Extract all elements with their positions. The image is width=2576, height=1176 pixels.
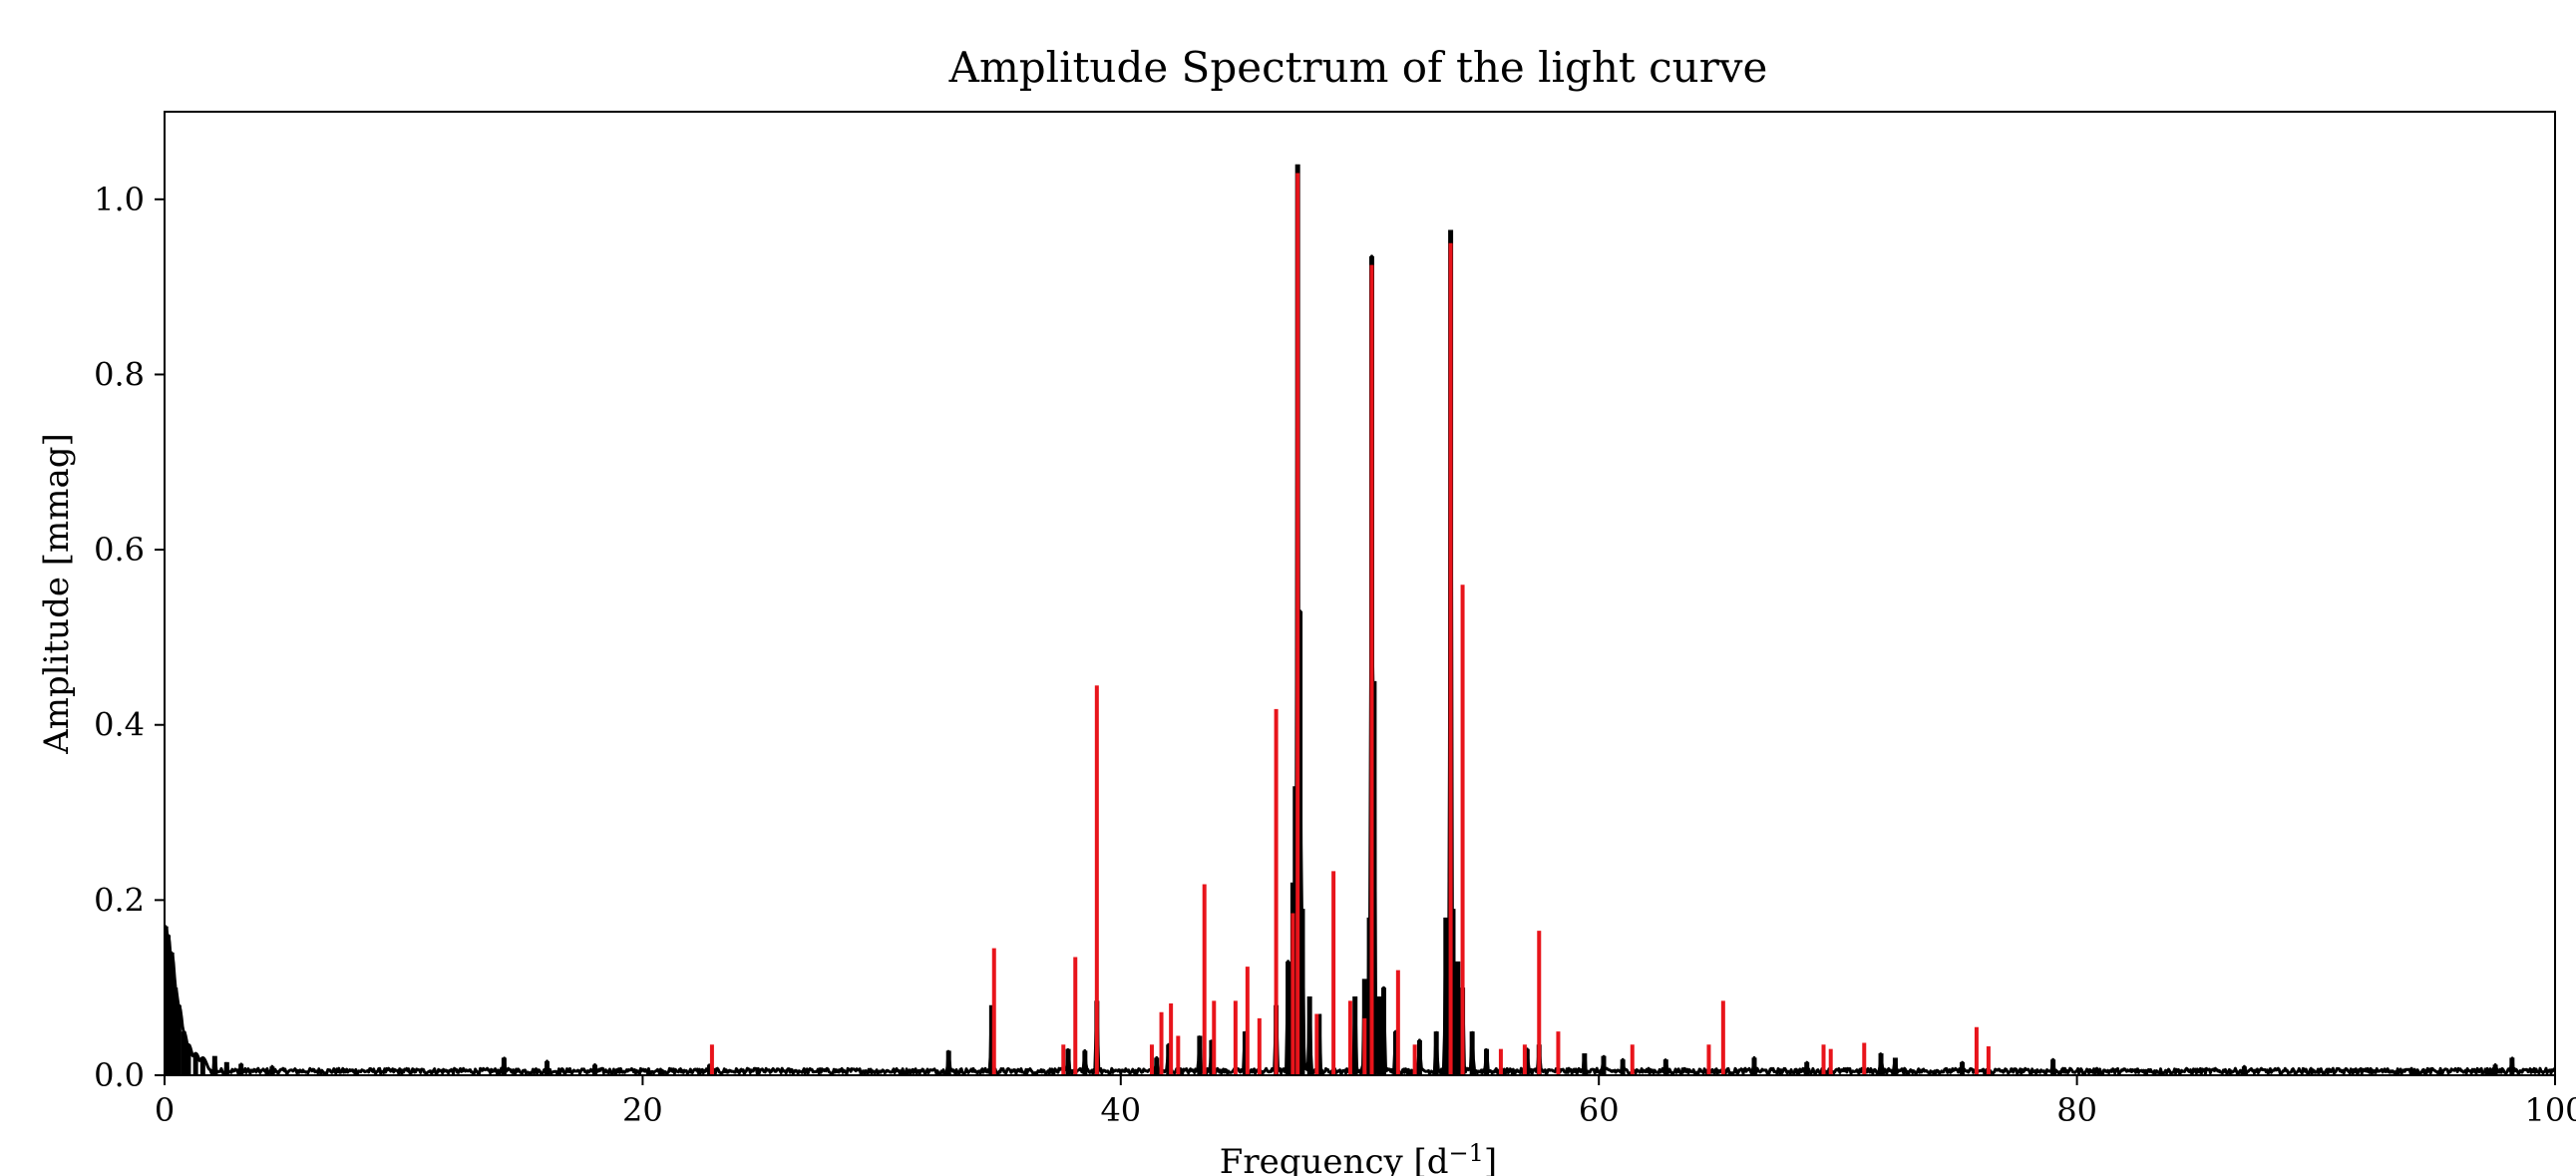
x-tick-label: 60	[1579, 1091, 1620, 1129]
y-tick-label: 0.0	[94, 1056, 145, 1094]
y-tick-label: 0.8	[94, 355, 145, 393]
x-tick-label: 40	[1100, 1091, 1141, 1129]
y-axis-label: Amplitude [mmag]	[37, 433, 77, 755]
plot-area	[165, 164, 2555, 1075]
x-tick-label: 20	[622, 1091, 663, 1129]
plot-frame	[164, 111, 2556, 1076]
spectrum-line-black	[165, 251, 2555, 1075]
y-tick-label: 0.4	[94, 706, 145, 744]
y-tick-label: 0.2	[94, 881, 145, 919]
x-axis-label: Frequency [d−1]	[1220, 1139, 1497, 1176]
x-tick-label: 0	[155, 1091, 175, 1129]
chart-title: Amplitude Spectrum of the light curve	[948, 43, 1768, 92]
y-tick-label: 0.6	[94, 531, 145, 569]
x-axis: 0 20 40 60 80 100	[155, 1075, 2576, 1129]
y-axis: 0.0 0.2 0.4 0.6 0.8 1.0	[94, 181, 165, 1094]
x-tick-label: 80	[2056, 1091, 2097, 1129]
y-tick-label: 1.0	[94, 181, 145, 218]
x-tick-label: 100	[2524, 1091, 2576, 1129]
